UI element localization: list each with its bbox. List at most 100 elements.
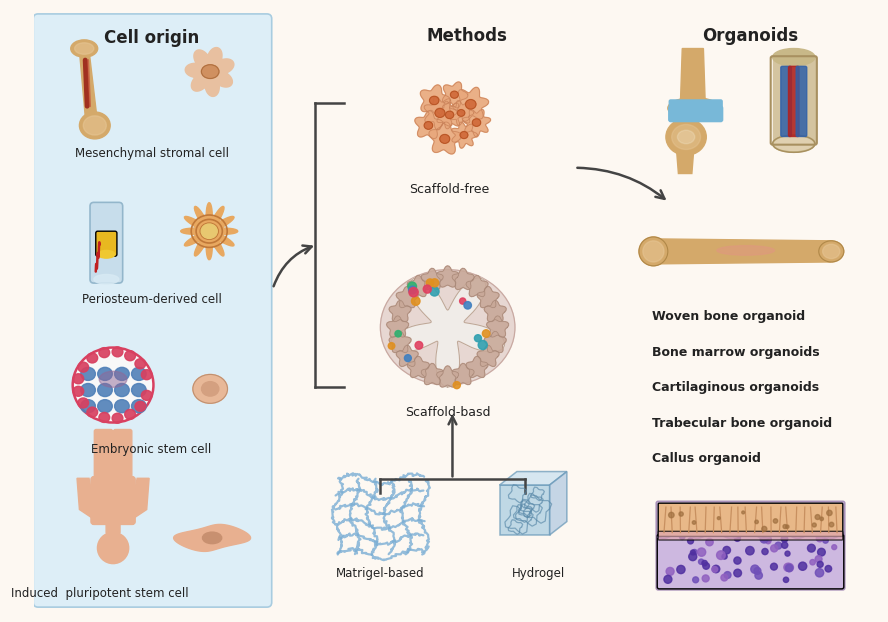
Polygon shape bbox=[477, 345, 499, 366]
Polygon shape bbox=[437, 266, 458, 287]
Circle shape bbox=[766, 537, 772, 542]
Circle shape bbox=[816, 535, 823, 542]
Polygon shape bbox=[550, 471, 567, 535]
Polygon shape bbox=[449, 101, 474, 126]
FancyBboxPatch shape bbox=[789, 67, 799, 136]
FancyBboxPatch shape bbox=[656, 501, 844, 590]
Ellipse shape bbox=[822, 244, 840, 259]
Text: Scaffold-free: Scaffold-free bbox=[409, 183, 489, 196]
Circle shape bbox=[669, 513, 674, 518]
Ellipse shape bbox=[98, 400, 112, 413]
Circle shape bbox=[666, 567, 674, 575]
Circle shape bbox=[783, 577, 789, 582]
Text: Callus organoid: Callus organoid bbox=[653, 452, 761, 465]
Ellipse shape bbox=[671, 124, 701, 149]
Circle shape bbox=[388, 343, 395, 349]
Circle shape bbox=[464, 302, 472, 309]
Circle shape bbox=[717, 551, 725, 559]
Ellipse shape bbox=[819, 241, 844, 262]
Ellipse shape bbox=[131, 368, 147, 381]
Ellipse shape bbox=[98, 384, 112, 397]
Polygon shape bbox=[77, 478, 94, 519]
Ellipse shape bbox=[81, 384, 95, 397]
Ellipse shape bbox=[99, 412, 109, 422]
Text: Mesenchymal stromal cell: Mesenchymal stromal cell bbox=[75, 147, 228, 160]
Ellipse shape bbox=[774, 137, 813, 151]
FancyBboxPatch shape bbox=[106, 519, 120, 533]
Circle shape bbox=[426, 279, 434, 287]
Ellipse shape bbox=[73, 348, 154, 422]
Polygon shape bbox=[386, 316, 408, 337]
Circle shape bbox=[702, 563, 710, 569]
Circle shape bbox=[832, 545, 836, 550]
Ellipse shape bbox=[124, 409, 136, 419]
Ellipse shape bbox=[440, 134, 449, 143]
Ellipse shape bbox=[472, 119, 480, 126]
Circle shape bbox=[820, 517, 823, 521]
Circle shape bbox=[664, 575, 672, 583]
Polygon shape bbox=[773, 57, 815, 144]
Ellipse shape bbox=[380, 270, 515, 385]
FancyBboxPatch shape bbox=[658, 503, 843, 536]
Polygon shape bbox=[408, 356, 429, 378]
Polygon shape bbox=[654, 239, 830, 264]
Circle shape bbox=[762, 549, 768, 555]
Circle shape bbox=[765, 539, 771, 544]
Polygon shape bbox=[186, 47, 234, 96]
Circle shape bbox=[810, 560, 815, 565]
Circle shape bbox=[687, 538, 694, 544]
Ellipse shape bbox=[79, 112, 110, 139]
Text: Woven bone organoid: Woven bone organoid bbox=[653, 310, 805, 323]
Ellipse shape bbox=[135, 401, 146, 411]
Ellipse shape bbox=[87, 353, 98, 363]
Circle shape bbox=[773, 519, 778, 523]
Ellipse shape bbox=[678, 130, 694, 144]
Polygon shape bbox=[463, 109, 490, 137]
Ellipse shape bbox=[141, 391, 152, 401]
FancyBboxPatch shape bbox=[33, 14, 272, 607]
Circle shape bbox=[679, 512, 683, 516]
Circle shape bbox=[741, 511, 745, 514]
Ellipse shape bbox=[202, 382, 218, 396]
Polygon shape bbox=[452, 122, 478, 148]
Ellipse shape bbox=[124, 351, 136, 361]
Circle shape bbox=[771, 563, 777, 570]
Polygon shape bbox=[466, 276, 488, 297]
Circle shape bbox=[431, 279, 439, 287]
Circle shape bbox=[734, 535, 741, 541]
Ellipse shape bbox=[73, 374, 83, 384]
FancyBboxPatch shape bbox=[90, 202, 123, 283]
Polygon shape bbox=[421, 268, 443, 290]
Circle shape bbox=[712, 565, 720, 573]
Ellipse shape bbox=[457, 109, 464, 116]
Circle shape bbox=[697, 548, 706, 556]
Polygon shape bbox=[442, 82, 468, 108]
Ellipse shape bbox=[81, 368, 95, 381]
Circle shape bbox=[784, 564, 792, 572]
Circle shape bbox=[813, 523, 816, 527]
Polygon shape bbox=[391, 278, 504, 387]
Polygon shape bbox=[396, 345, 418, 366]
Circle shape bbox=[98, 532, 129, 564]
Circle shape bbox=[690, 550, 695, 555]
FancyBboxPatch shape bbox=[94, 430, 113, 481]
Circle shape bbox=[408, 287, 418, 297]
Text: Periosteum-derived cell: Periosteum-derived cell bbox=[82, 293, 221, 306]
Circle shape bbox=[692, 549, 697, 555]
Ellipse shape bbox=[435, 108, 445, 118]
Ellipse shape bbox=[643, 241, 664, 262]
Circle shape bbox=[693, 577, 699, 583]
Text: Induced  pluripotent stem cell: Induced pluripotent stem cell bbox=[11, 587, 188, 600]
Circle shape bbox=[733, 569, 741, 577]
Polygon shape bbox=[420, 85, 450, 116]
Circle shape bbox=[677, 565, 685, 573]
Circle shape bbox=[415, 341, 423, 349]
Ellipse shape bbox=[75, 43, 94, 54]
Circle shape bbox=[679, 534, 685, 539]
Circle shape bbox=[699, 559, 704, 564]
Ellipse shape bbox=[115, 400, 130, 413]
Circle shape bbox=[775, 542, 781, 549]
Circle shape bbox=[424, 285, 432, 293]
Circle shape bbox=[408, 286, 416, 294]
Text: Scaffold-basd: Scaffold-basd bbox=[405, 406, 490, 419]
